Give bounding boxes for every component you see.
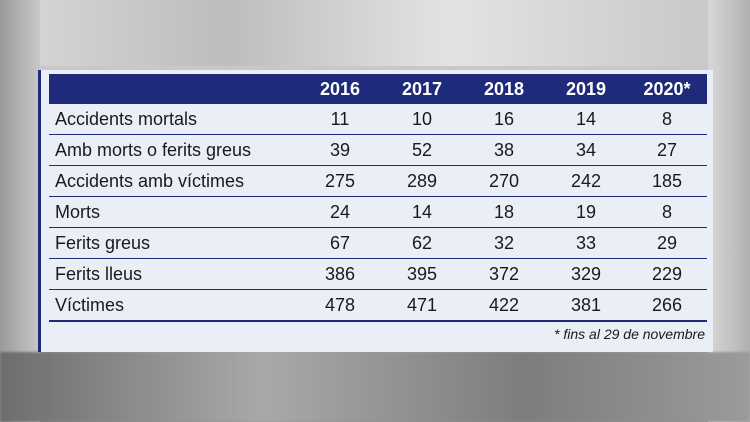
background-bottom (0, 352, 750, 422)
table-cell: 38 (463, 135, 545, 166)
row-label: Ferits lleus (49, 259, 299, 290)
row-label: Morts (49, 197, 299, 228)
footnote: * fins al 29 de novembre (554, 326, 705, 342)
table-row: Amb morts o ferits greus 39 52 38 34 27 (49, 135, 707, 166)
table-cell: 52 (381, 135, 463, 166)
background-top (0, 0, 750, 66)
table-row: Accidents amb víctimes 275 289 270 242 1… (49, 166, 707, 197)
header-year-2019: 2019 (545, 74, 627, 104)
table-cell: 329 (545, 259, 627, 290)
table-cell: 19 (545, 197, 627, 228)
table-cell: 478 (299, 290, 381, 322)
table-cell: 270 (463, 166, 545, 197)
table-cell: 185 (627, 166, 707, 197)
header-year-2017: 2017 (381, 74, 463, 104)
row-label: Víctimes (49, 290, 299, 322)
table-cell: 372 (463, 259, 545, 290)
table-row: Ferits greus 67 62 32 33 29 (49, 228, 707, 259)
statistics-card: 2016 2017 2018 2019 2020* Accidents mort… (38, 70, 713, 352)
table-cell: 10 (381, 104, 463, 135)
header-year-2016: 2016 (299, 74, 381, 104)
table-cell: 18 (463, 197, 545, 228)
table-row: Víctimes 478 471 422 381 266 (49, 290, 707, 322)
accidents-table: 2016 2017 2018 2019 2020* Accidents mort… (49, 74, 707, 322)
table-cell: 11 (299, 104, 381, 135)
row-label: Accidents amb víctimes (49, 166, 299, 197)
table-cell: 14 (381, 197, 463, 228)
table-cell: 275 (299, 166, 381, 197)
header-year-2018: 2018 (463, 74, 545, 104)
table-cell: 32 (463, 228, 545, 259)
table-cell: 24 (299, 197, 381, 228)
table-cell: 381 (545, 290, 627, 322)
table-cell: 62 (381, 228, 463, 259)
table-cell: 395 (381, 259, 463, 290)
table-cell: 29 (627, 228, 707, 259)
row-label: Amb morts o ferits greus (49, 135, 299, 166)
table-cell: 67 (299, 228, 381, 259)
row-label: Ferits greus (49, 228, 299, 259)
table-row: Morts 24 14 18 19 8 (49, 197, 707, 228)
table-cell: 8 (627, 197, 707, 228)
table-cell: 39 (299, 135, 381, 166)
table-cell: 386 (299, 259, 381, 290)
table-cell: 14 (545, 104, 627, 135)
table-row: Accidents mortals 11 10 16 14 8 (49, 104, 707, 135)
table-cell: 242 (545, 166, 627, 197)
table-cell: 289 (381, 166, 463, 197)
table-cell: 266 (627, 290, 707, 322)
row-label: Accidents mortals (49, 104, 299, 135)
table-row: Ferits lleus 386 395 372 329 229 (49, 259, 707, 290)
table-cell: 8 (627, 104, 707, 135)
table-cell: 422 (463, 290, 545, 322)
table-cell: 33 (545, 228, 627, 259)
header-year-2020: 2020* (627, 74, 707, 104)
table-cell: 229 (627, 259, 707, 290)
header-row: 2016 2017 2018 2019 2020* (49, 74, 707, 104)
table-cell: 34 (545, 135, 627, 166)
table-cell: 16 (463, 104, 545, 135)
table-cell: 471 (381, 290, 463, 322)
table-cell: 27 (627, 135, 707, 166)
header-label-col (49, 74, 299, 104)
